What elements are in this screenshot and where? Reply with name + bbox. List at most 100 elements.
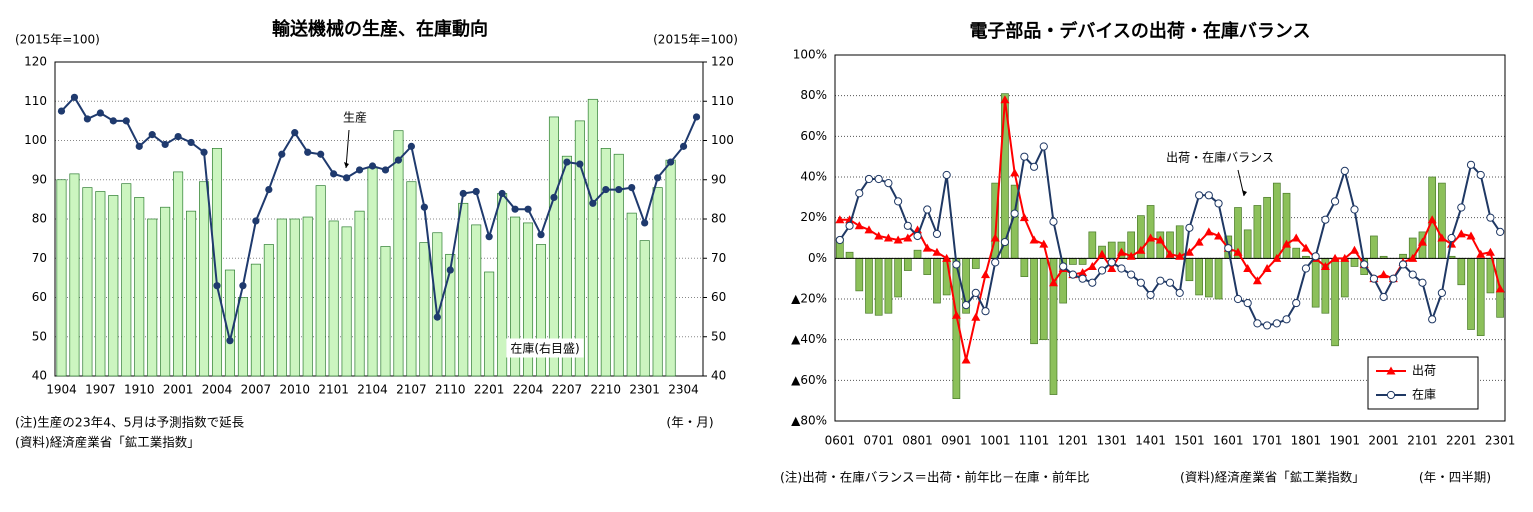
- marker: [1097, 266, 1107, 275]
- bar: [121, 183, 132, 377]
- marker: [923, 205, 932, 214]
- legend-box: [1367, 356, 1479, 410]
- chart-title: 電子部品・デバイスの出荷・在庫バランス: [969, 20, 1310, 42]
- marker: [1146, 290, 1155, 300]
- marker: [511, 205, 519, 213]
- x-tick-label: 2301: [1485, 434, 1516, 448]
- bar: [484, 271, 495, 377]
- marker: [1360, 260, 1369, 269]
- x-axis-label: (年・月): [666, 415, 713, 430]
- marker: [1456, 229, 1466, 238]
- marker: [83, 115, 91, 123]
- marker: [1292, 298, 1301, 308]
- marker: [1282, 239, 1292, 248]
- y-tick-label: 60: [32, 290, 47, 304]
- bar: [354, 210, 365, 377]
- arrow-head: [344, 162, 349, 168]
- marker: [420, 203, 428, 211]
- x-tick-label: 0901: [941, 434, 972, 448]
- x-tick-label: 0601: [825, 434, 856, 448]
- bar: [913, 249, 922, 259]
- y2-axis-label: (2015年=100): [653, 33, 738, 47]
- marker: [1417, 237, 1427, 246]
- marker: [1185, 223, 1194, 232]
- y-tick-label: ▲20%: [791, 292, 827, 306]
- marker: [1301, 243, 1311, 252]
- legend-label: 出荷: [1412, 364, 1436, 378]
- bar: [341, 226, 352, 377]
- note: (注)出荷・在庫バランス＝出荷・前年比－在庫・前年比: [780, 470, 1090, 485]
- y2-tick-label: 110: [711, 94, 734, 108]
- marker: [1398, 260, 1408, 269]
- bar: [561, 155, 572, 377]
- marker: [1126, 251, 1136, 260]
- x-tick-label: 2204: [513, 383, 544, 397]
- x-tick-label: 1801: [1291, 434, 1322, 448]
- marker: [1252, 276, 1262, 285]
- marker: [1301, 264, 1311, 273]
- marker: [1321, 215, 1330, 224]
- note: (資料)経済産業省「鉱工業指数」: [15, 435, 200, 450]
- bar: [419, 242, 430, 377]
- marker: [971, 312, 981, 321]
- y2-tick-label: 70: [711, 251, 726, 265]
- x-tick-label: 2007: [241, 383, 272, 397]
- annotation: 生産: [343, 110, 367, 125]
- bar: [211, 148, 223, 377]
- marker: [1311, 252, 1320, 261]
- x-tick-label: 1907: [85, 383, 116, 397]
- x-tick-label: 1601: [1213, 434, 1244, 448]
- bar: [147, 218, 158, 377]
- bar: [380, 246, 391, 377]
- marker: [1136, 245, 1146, 254]
- marker: [1078, 268, 1088, 277]
- marker: [1029, 235, 1039, 244]
- x-tick-label: 1501: [1174, 434, 1205, 448]
- marker: [472, 187, 480, 196]
- x-tick-label: 1101: [1019, 434, 1050, 448]
- marker: [1039, 142, 1048, 151]
- bar: [1438, 182, 1446, 259]
- marker: [291, 129, 299, 137]
- bar: [587, 98, 598, 377]
- marker: [96, 109, 104, 117]
- marker: [1127, 270, 1136, 279]
- marker: [884, 179, 893, 188]
- x-tick-label: 2210: [591, 383, 622, 397]
- marker: [932, 247, 942, 256]
- marker: [667, 158, 675, 166]
- x-tick-label: 2001: [163, 383, 194, 397]
- marker: [1243, 264, 1253, 272]
- marker: [1224, 244, 1233, 253]
- bar: [600, 148, 611, 377]
- x-tick-label: 1901: [1330, 434, 1361, 448]
- marker: [1485, 247, 1495, 256]
- marker: [1349, 245, 1359, 254]
- marker: [239, 282, 247, 290]
- bar: [471, 224, 482, 377]
- marker: [942, 253, 952, 262]
- marker: [1107, 258, 1116, 267]
- marker: [952, 260, 961, 269]
- marker: [1437, 233, 1447, 242]
- y2-tick-label: 50: [711, 329, 726, 343]
- bar: [56, 179, 67, 377]
- x-tick-label: 2301: [629, 383, 660, 397]
- bar: [497, 193, 508, 377]
- marker: [855, 189, 864, 198]
- chart-title: 輸送機械の生産、在庫動向: [272, 18, 488, 40]
- bar: [1467, 257, 1475, 330]
- marker: [1107, 264, 1117, 272]
- marker: [1214, 231, 1224, 240]
- y-tick-label: 40%: [800, 170, 827, 184]
- x-tick-label: 2201: [474, 383, 505, 397]
- marker: [1000, 237, 1010, 247]
- arrow-head: [1242, 190, 1247, 196]
- bar: [458, 202, 469, 377]
- marker: [1155, 235, 1165, 244]
- marker: [628, 184, 636, 192]
- line: [839, 99, 1502, 361]
- x-tick-label: 1401: [1135, 434, 1166, 448]
- marker: [1136, 278, 1145, 287]
